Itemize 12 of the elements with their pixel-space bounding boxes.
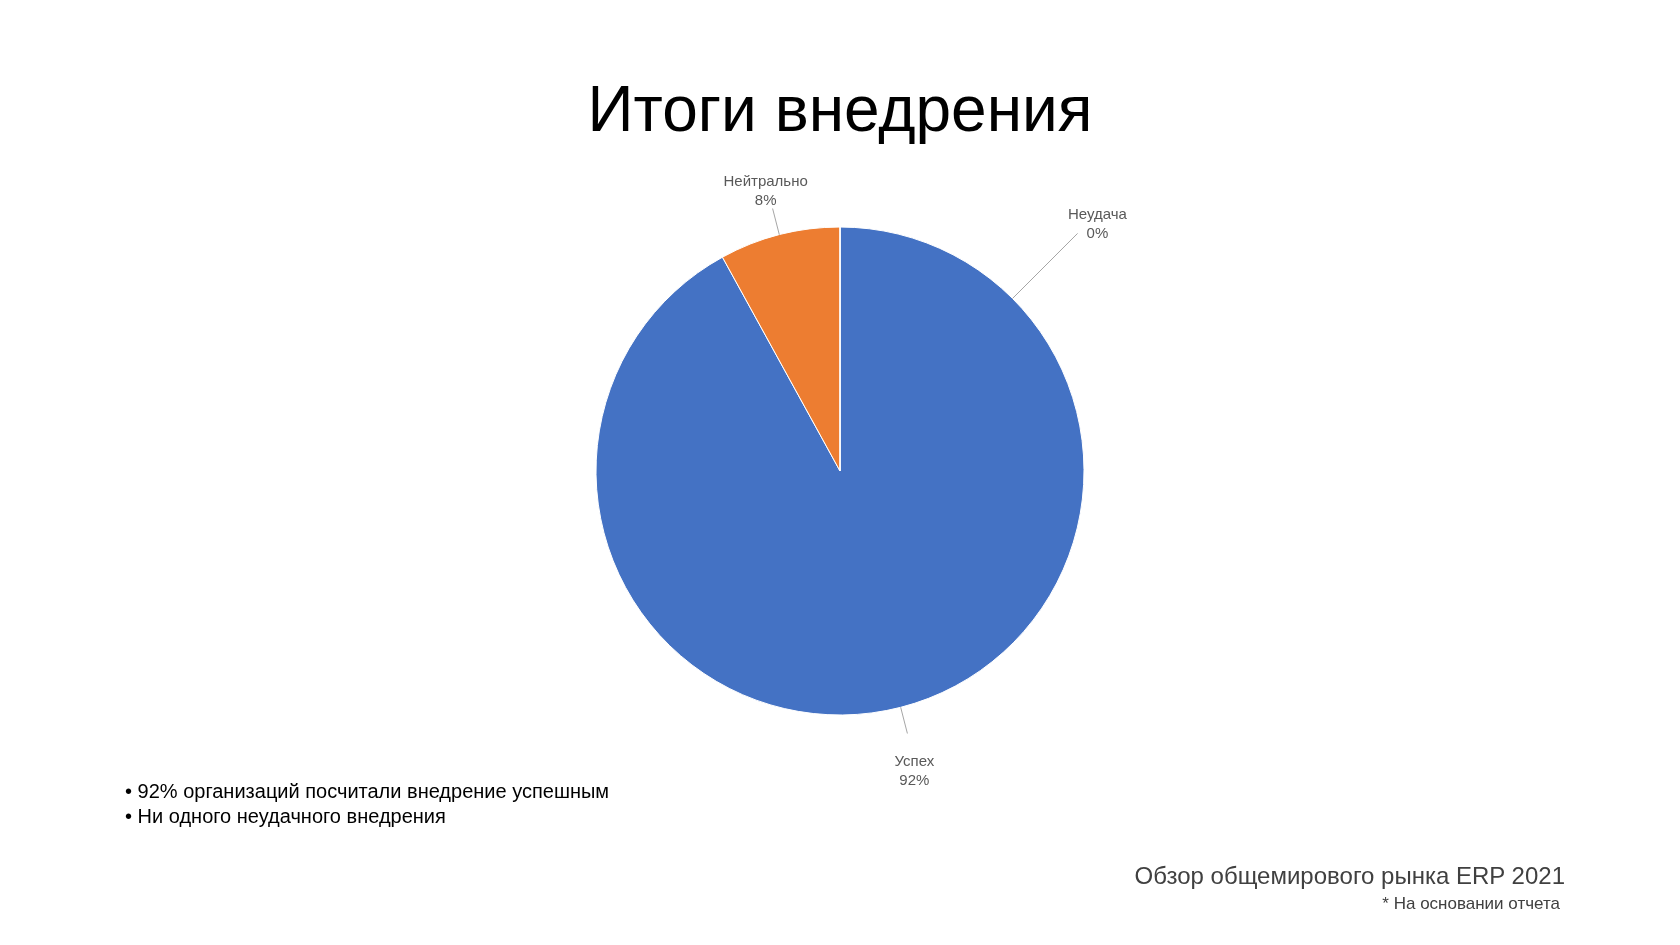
text: * На основании отчета xyxy=(1382,894,1561,913)
pie-slice xyxy=(595,226,1085,716)
data-label: 92% xyxy=(899,770,930,788)
text: • Ни одного неудачного внедрения xyxy=(125,805,446,827)
slice-label: Нейтрально xyxy=(723,172,808,190)
data-label: 8% xyxy=(754,191,777,209)
text: 0% xyxy=(1086,223,1109,241)
slice-label: Успех xyxy=(894,751,935,769)
category-label: Неудача xyxy=(1067,204,1127,222)
chart-title: Итоги внедрения xyxy=(587,73,1093,145)
text: Обзор общемирового рынка ERP 2021 xyxy=(1134,862,1565,889)
text: • 92% организаций посчитали внедрение успешным xyxy=(125,780,610,802)
